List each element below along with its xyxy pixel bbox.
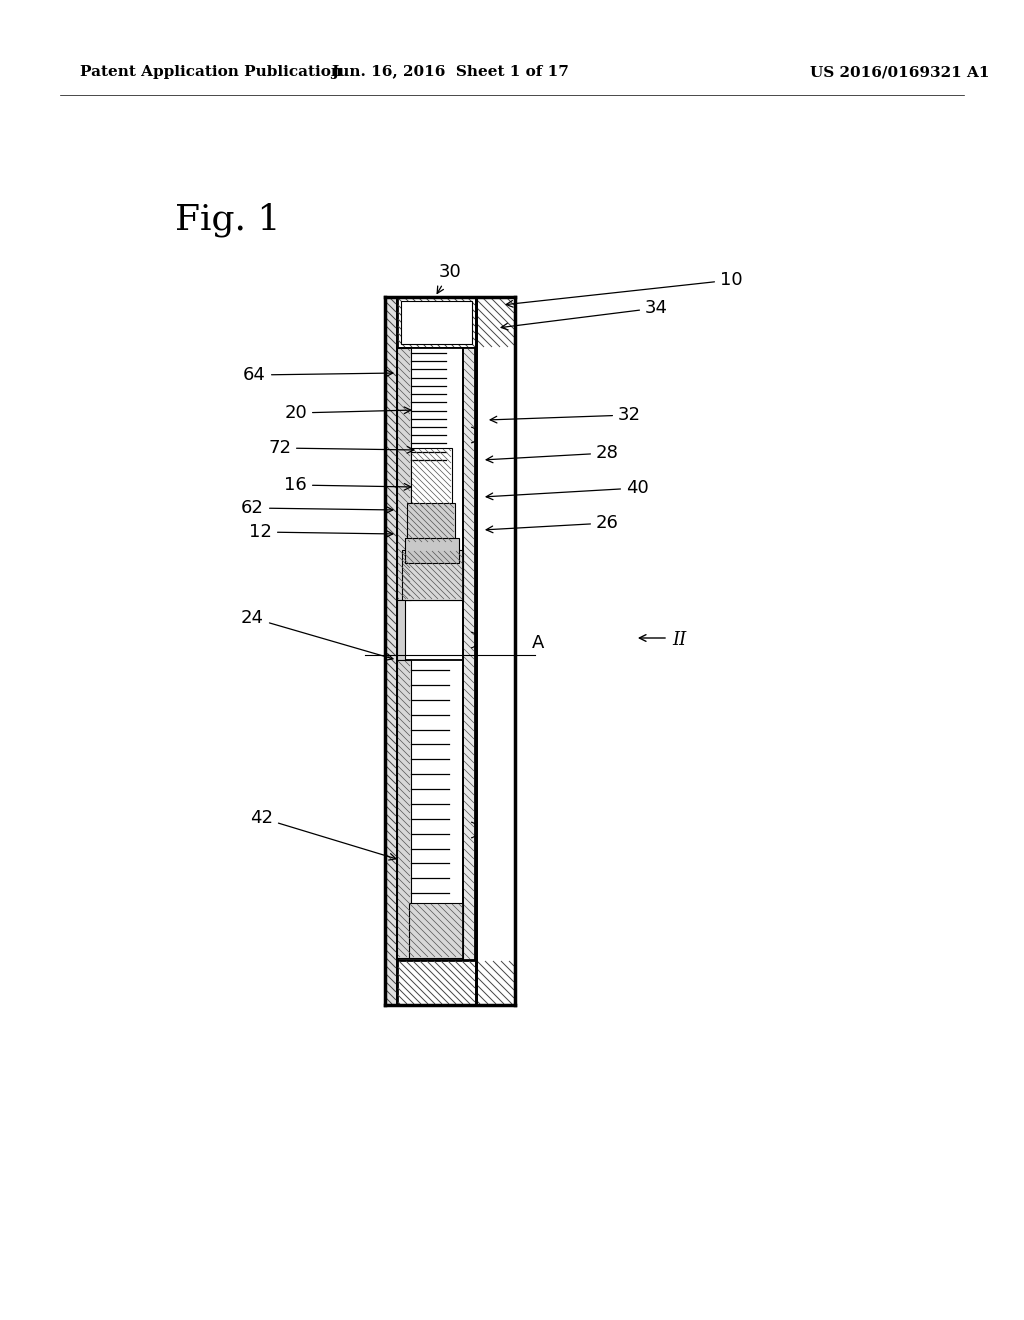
Text: 12: 12 — [249, 523, 393, 541]
Text: Fig. 1: Fig. 1 — [175, 203, 281, 238]
Bar — [397, 297, 476, 348]
Bar — [397, 348, 463, 601]
Text: A: A — [532, 634, 545, 652]
Bar — [401, 301, 472, 345]
Text: 64: 64 — [243, 366, 393, 384]
Bar — [411, 447, 452, 508]
Text: 40: 40 — [486, 479, 649, 500]
Text: Patent Application Publication: Patent Application Publication — [80, 65, 342, 79]
Text: 42: 42 — [250, 809, 396, 861]
Bar — [402, 601, 463, 660]
Bar — [409, 903, 463, 958]
Text: II: II — [672, 631, 686, 649]
Text: 16: 16 — [285, 477, 411, 494]
Bar — [397, 660, 463, 958]
Text: 20: 20 — [285, 404, 411, 422]
Text: 32: 32 — [490, 407, 641, 424]
Text: 62: 62 — [241, 499, 393, 517]
Bar — [385, 297, 397, 1005]
Bar — [397, 348, 411, 601]
Bar — [402, 550, 463, 601]
Text: Jun. 16, 2016  Sheet 1 of 17: Jun. 16, 2016 Sheet 1 of 17 — [331, 65, 569, 79]
Bar — [397, 660, 411, 958]
Bar — [397, 960, 476, 1005]
Text: 26: 26 — [486, 513, 618, 533]
Text: 34: 34 — [501, 300, 668, 330]
Bar — [406, 539, 459, 564]
Text: 28: 28 — [486, 444, 618, 463]
Text: 30: 30 — [437, 263, 462, 293]
Bar — [463, 348, 475, 960]
Bar — [476, 297, 515, 1005]
Text: US 2016/0169321 A1: US 2016/0169321 A1 — [810, 65, 990, 79]
Bar — [397, 601, 406, 660]
Text: 72: 72 — [268, 440, 414, 457]
Text: 24: 24 — [241, 609, 393, 660]
Bar — [407, 503, 455, 543]
Text: 10: 10 — [506, 271, 742, 308]
